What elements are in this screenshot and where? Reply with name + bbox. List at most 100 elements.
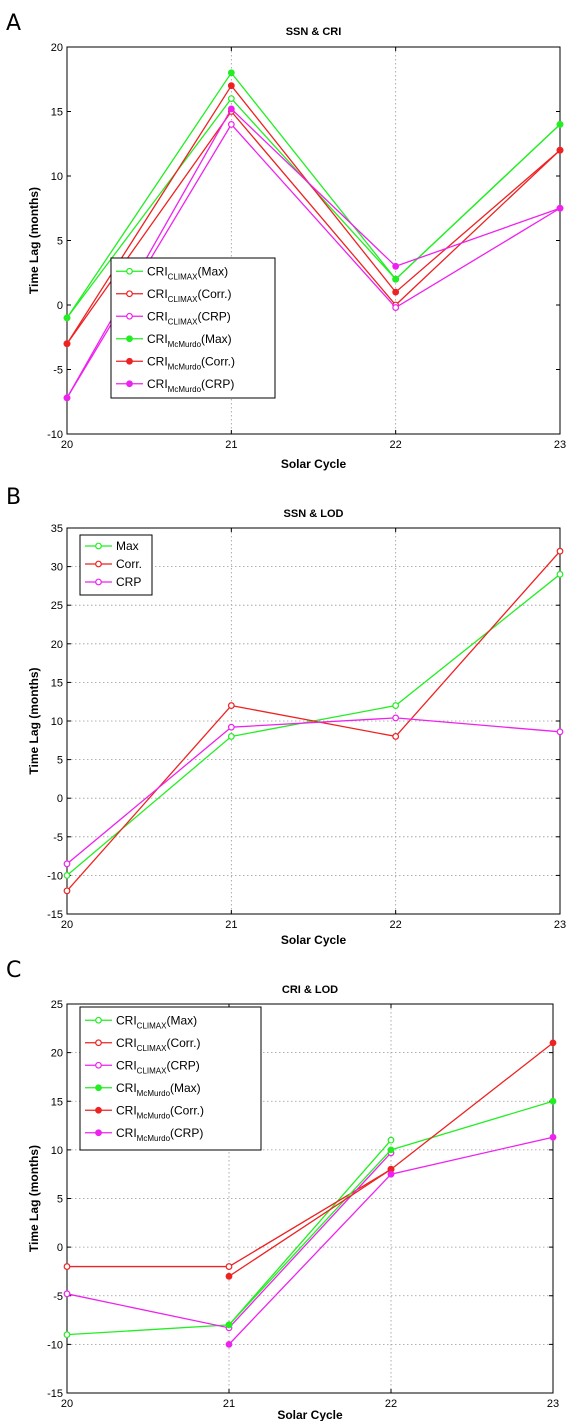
series-line xyxy=(225,1097,557,1329)
y-tick-label: 15 xyxy=(51,107,63,119)
legend-marker xyxy=(95,1016,102,1024)
legend-marker xyxy=(126,380,133,388)
legend-marker xyxy=(95,1039,102,1047)
legend-marker xyxy=(95,1129,102,1137)
legend-entry: CRIMcMurdo(Corr.) xyxy=(116,1103,204,1120)
data-point xyxy=(63,394,71,402)
y-tick-label: -15 xyxy=(47,1388,63,1400)
data-point xyxy=(392,733,400,740)
series-line xyxy=(63,105,564,402)
data-point xyxy=(392,262,400,270)
legend-name: CRI xyxy=(116,1013,137,1027)
x-tick-label: 23 xyxy=(554,439,566,451)
data-point xyxy=(392,714,400,722)
legend-subscript: McMurdo xyxy=(168,385,202,394)
legend-name: CRI xyxy=(116,1036,137,1050)
legend-entry: CRIMcMurdo(CRP) xyxy=(116,1126,203,1143)
y-tick-label: 5 xyxy=(57,1194,63,1206)
chart-title: CRI & LOD xyxy=(282,984,338,996)
legend-entry: Corr. xyxy=(116,557,142,571)
legend-suffix: (Max) xyxy=(197,264,228,278)
series-line xyxy=(63,69,564,322)
x-tick-label: 23 xyxy=(554,919,566,931)
series-line xyxy=(63,1165,395,1270)
y-tick-label: -5 xyxy=(53,1291,63,1303)
series-path xyxy=(66,550,561,892)
data-point xyxy=(227,120,235,128)
legend-suffix: (Corr.) xyxy=(170,1103,204,1117)
series-path xyxy=(67,1168,392,1268)
legend-name: CRI xyxy=(147,377,168,391)
legend-subscript: CLIMAX xyxy=(168,272,198,281)
legend-subscript: CLIMAX xyxy=(168,295,198,304)
legend-entry: CRIMcMurdo(CRP) xyxy=(147,377,234,394)
legend-suffix: (Max) xyxy=(201,332,232,346)
legend-name: Corr. xyxy=(116,557,142,571)
y-tick-label: 25 xyxy=(51,999,63,1011)
data-point xyxy=(549,1097,557,1105)
legend-subscript: CLIMAX xyxy=(168,317,198,326)
series-line xyxy=(225,1039,557,1280)
legend-name: CRI xyxy=(147,264,168,278)
legend-name: CRI xyxy=(147,332,168,346)
legend-suffix: (Corr.) xyxy=(166,1036,200,1050)
legend-suffix: (CRP) xyxy=(201,377,234,391)
legend-subscript: CLIMAX xyxy=(137,1021,167,1030)
legend-marker xyxy=(95,542,102,550)
y-tick-label: -5 xyxy=(53,832,63,844)
y-tick-label: -10 xyxy=(47,429,63,441)
data-point xyxy=(63,887,71,895)
y-axis-label: Time Lag (months) xyxy=(27,1145,41,1252)
data-point xyxy=(63,1263,71,1270)
legend-entry: CRP xyxy=(116,575,141,589)
y-tick-label: 20 xyxy=(51,1048,63,1060)
y-tick-label: 30 xyxy=(51,562,63,574)
data-point xyxy=(227,69,235,77)
legend: CRICLIMAX(Max)CRICLIMAX(Corr.)CRICLIMAX(… xyxy=(110,257,276,399)
legend-box xyxy=(79,534,153,596)
legend-suffix: (Corr.) xyxy=(201,354,235,368)
data-point xyxy=(387,1146,395,1154)
y-tick-label: 15 xyxy=(51,677,63,689)
legend-suffix: (CRP) xyxy=(170,1126,203,1140)
legend-entry: CRIMcMurdo(Max) xyxy=(116,1081,201,1098)
data-point xyxy=(63,872,71,879)
data-point xyxy=(225,1263,233,1270)
y-tick-label: 20 xyxy=(51,639,63,651)
data-point xyxy=(387,1170,395,1178)
data-point xyxy=(392,288,400,296)
legend-suffix: (Max) xyxy=(170,1081,201,1095)
legend-marker xyxy=(95,560,102,568)
legend-name: CRI xyxy=(147,309,168,323)
legend: CRICLIMAX(Max)CRICLIMAX(Corr.)CRICLIMAX(… xyxy=(79,1006,262,1151)
legend-marker xyxy=(95,1106,102,1114)
y-tick-label: -5 xyxy=(53,365,63,377)
x-tick-label: 22 xyxy=(385,1398,397,1410)
chart-panel-c: C CRI & LOD -15 -10 -5 0 5 10 15 20 25 20 21 22 23 Sola… xyxy=(6,958,559,1421)
series-line xyxy=(63,570,564,879)
legend-subscript: McMurdo xyxy=(137,1089,171,1098)
legend-name: CRI xyxy=(147,354,168,368)
data-point xyxy=(549,1133,557,1141)
y-tick-label: 10 xyxy=(51,716,63,728)
series-line xyxy=(63,547,564,895)
legend-entry: Max xyxy=(116,539,139,553)
y-tick-label: 25 xyxy=(51,600,63,612)
y-tick-label: -10 xyxy=(47,870,63,882)
data-point xyxy=(392,702,400,709)
legend-entry: CRICLIMAX(CRP) xyxy=(116,1058,200,1075)
y-tick-label: -10 xyxy=(47,1339,63,1351)
legend-subscript: McMurdo xyxy=(137,1134,171,1143)
legend-name: CRI xyxy=(116,1058,137,1072)
data-point xyxy=(556,728,564,736)
legend-suffix: (CRP) xyxy=(166,1058,199,1072)
y-tick-label: 10 xyxy=(51,171,63,183)
legend-entry: CRICLIMAX(CRP) xyxy=(147,309,231,326)
data-point xyxy=(227,82,235,90)
y-tick-label: 5 xyxy=(57,236,63,248)
x-tick-label: 20 xyxy=(61,1398,73,1410)
data-point xyxy=(63,314,71,322)
chart-panel-b: B SSN & LOD -15 -10 -5 0 5 10 15 20 25 30 35 20 21 22 23… xyxy=(6,485,566,947)
y-tick-label: 0 xyxy=(57,300,63,312)
legend-marker xyxy=(126,335,133,343)
